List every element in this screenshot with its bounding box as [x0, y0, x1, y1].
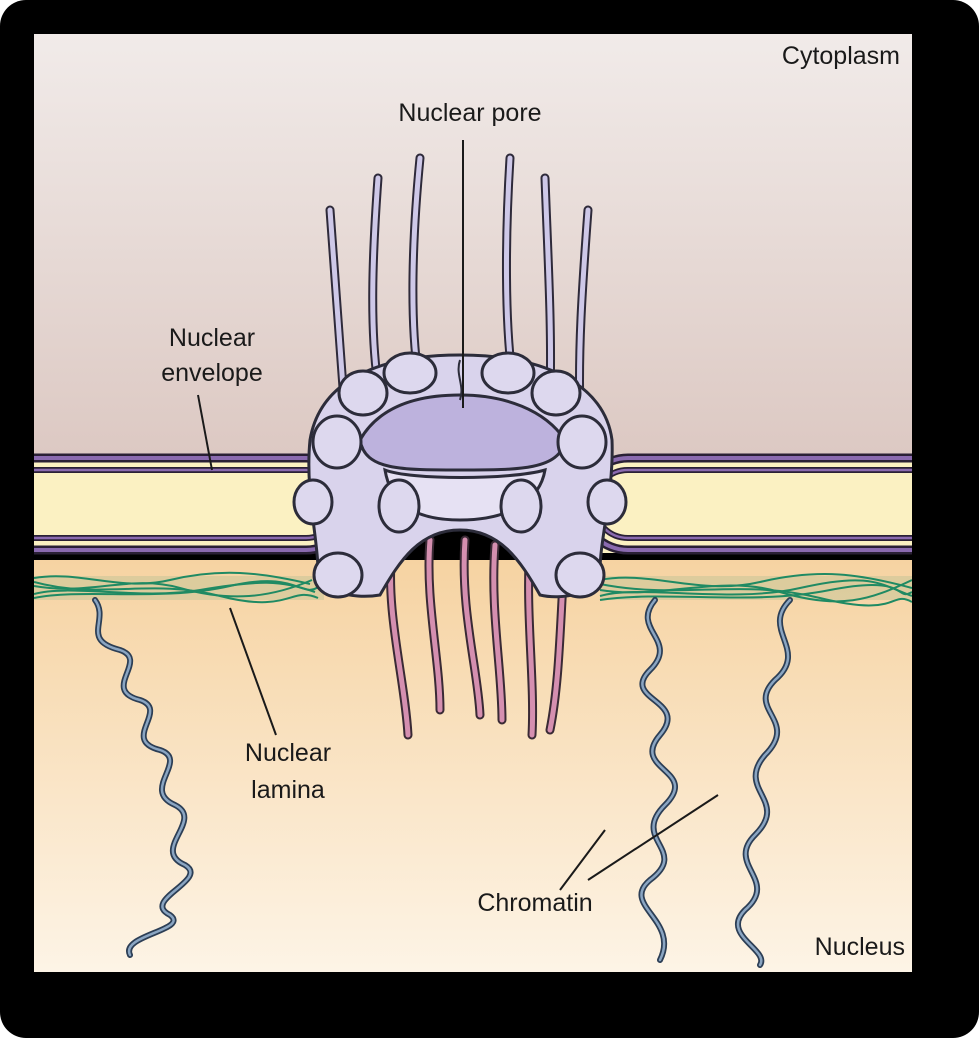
- leader-chromatin-2: [587, 794, 719, 881]
- leader-chromatin-1: [559, 829, 606, 891]
- label-nucleus: Nucleus: [815, 933, 905, 961]
- nuclear-pore-complex: [292, 351, 628, 599]
- nuclear-envelope: [34, 453, 912, 555]
- label-nuclear-lamina-line1: Nuclear: [245, 739, 331, 767]
- chromatin-fiber-right-inner: [736, 598, 792, 967]
- label-nuclear-lamina-line2: lamina: [251, 776, 325, 804]
- label-cytoplasm: Cytoplasm: [782, 42, 900, 70]
- leader-nuclear-envelope: [197, 394, 213, 471]
- label-chromatin: Chromatin: [477, 889, 592, 917]
- label-nuclear-envelope-line2: envelope: [161, 359, 262, 387]
- chromatin-fiber-middle-inner: [640, 598, 677, 962]
- nuclear-lamina: [34, 571, 912, 607]
- label-nuclear-pore: Nuclear pore: [398, 99, 541, 127]
- leader-nuclear-lamina: [229, 607, 277, 736]
- leader-lines: [197, 140, 719, 891]
- chromatin-fiber-left-inner: [93, 598, 192, 957]
- label-nuclear-envelope-line1: Nuclear: [169, 324, 255, 352]
